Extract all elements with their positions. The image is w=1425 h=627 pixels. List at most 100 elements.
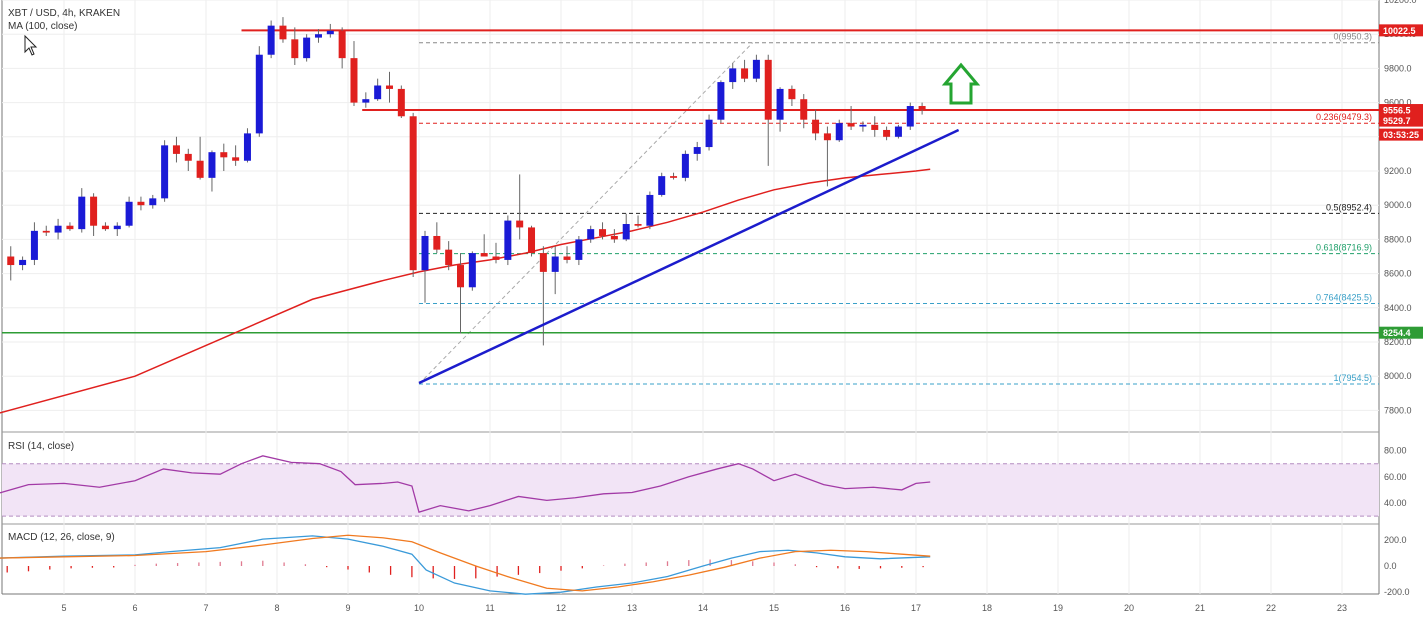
y-tick-label: 9800.0 (1384, 63, 1412, 73)
candle-body (220, 152, 228, 158)
x-tick-label: 7 (203, 603, 208, 613)
candle-body (906, 106, 914, 127)
candle-body (528, 227, 536, 254)
macd-tick-label: 200.0 (1384, 535, 1407, 545)
candle-body (717, 82, 725, 120)
x-tick-label: 20 (1124, 603, 1134, 613)
last-price-tag-bg (1379, 114, 1423, 127)
candle-body (421, 235, 429, 271)
y-tick-label: 8400.0 (1384, 303, 1412, 313)
candle-body (646, 194, 654, 226)
resistance-price-tag: 9556.5 (1383, 106, 1411, 116)
candle-body (504, 220, 512, 260)
fib-label: 1(7954.5) (1333, 373, 1372, 383)
candle-body (835, 123, 843, 141)
candle-body (610, 235, 618, 240)
x-tick-label: 16 (840, 603, 850, 613)
candle-body (267, 25, 275, 55)
x-tick-label: 13 (627, 603, 637, 613)
cursor-icon (24, 34, 38, 56)
candle-timer-tag-bg (1379, 128, 1423, 141)
macd-legend: MACD (12, 26, close, 9) (8, 532, 115, 543)
candle-body (243, 133, 251, 161)
candle-body (492, 256, 500, 260)
candle-body (516, 220, 524, 228)
x-tick-label: 17 (911, 603, 921, 613)
x-tick-label: 5 (61, 603, 66, 613)
candle-body (7, 256, 15, 266)
rsi-tick-label: 80.00 (1384, 446, 1407, 456)
symbol-title: XBT / USD, 4h, KRAKEN (8, 8, 120, 19)
x-tick-label: 22 (1266, 603, 1276, 613)
candle-body (812, 119, 820, 134)
candle-body (433, 235, 441, 250)
resistance-price-tag-bg (1379, 24, 1423, 37)
candle-body (764, 59, 772, 120)
candle-body (30, 230, 38, 260)
rsi-indicator (0, 455, 1379, 517)
y-tick-label: 7800.0 (1384, 405, 1412, 415)
trendline[interactable] (418, 128, 960, 385)
candle-body (551, 256, 559, 272)
candle-body (622, 224, 630, 240)
x-tick-label: 10 (414, 603, 424, 613)
y-tick-label: 8200.0 (1384, 337, 1412, 347)
x-tick-label: 6 (132, 603, 137, 613)
fib-label: 0(9950.3) (1333, 32, 1372, 42)
rsi-tick-label: 60.00 (1384, 472, 1407, 482)
candle-body (101, 225, 109, 230)
candle-body (338, 30, 346, 59)
candle-body (776, 88, 784, 120)
y-tick-label: 10200.0 (1384, 0, 1417, 5)
candle-body (314, 34, 322, 38)
candle-body (54, 225, 62, 233)
x-tick-label: 11 (485, 603, 494, 613)
candle-body (658, 176, 666, 195)
candle-body (918, 106, 926, 110)
up-arrow-icon (941, 62, 981, 105)
candle-body (894, 126, 902, 137)
x-tick-label: 19 (1053, 603, 1063, 613)
candle-body (705, 119, 713, 148)
candle-body (729, 68, 737, 83)
candle-timer-tag: 03:53:25 (1383, 130, 1419, 140)
y-tick-label: 8600.0 (1384, 269, 1412, 279)
fib-label: 0.618(8716.9) (1316, 243, 1372, 253)
candle-body (468, 253, 476, 288)
candle-body (137, 201, 145, 206)
fib-label: 0.5(8952.4) (1326, 202, 1372, 212)
candle-body (232, 157, 240, 161)
y-tick-label: 9600.0 (1384, 98, 1412, 108)
macd-indicator (0, 534, 931, 595)
candle-body (599, 229, 607, 236)
resistance-price-tag: 10022.5 (1383, 26, 1416, 36)
fib-label: 0.764(8425.5) (1316, 292, 1372, 302)
fibonacci-retracement[interactable]: 0(9950.3) 0.236(9479.3) 0.5(8952.4) 0.618(8… (418, 32, 1379, 385)
candles (7, 17, 926, 346)
candle-body (871, 124, 879, 130)
candle-body (291, 39, 299, 59)
y-tick-label: 8800.0 (1384, 234, 1412, 244)
rsi-tick-label: 40.00 (1384, 498, 1407, 508)
candle-body (634, 224, 642, 226)
candle-body (90, 196, 98, 226)
candle-body (208, 152, 216, 178)
candle-body (161, 145, 169, 199)
candle-body (587, 229, 595, 240)
axes-labels: 5 6 7 8 9 10 11 12 13 14 15 16 17 18 19 20 21 22 23 10200.0… (61, 0, 1423, 613)
macd-tick-label: -200.0 (1384, 587, 1410, 597)
candle-body (539, 253, 547, 272)
candle-body (303, 37, 311, 59)
candle-body (575, 239, 583, 260)
x-tick-label: 12 (556, 603, 566, 613)
candle-body (19, 259, 27, 266)
y-tick-label: 9000.0 (1384, 200, 1412, 210)
horizontal-levels[interactable] (2, 29, 1379, 334)
candle-body (362, 99, 370, 103)
candle-body (196, 160, 204, 178)
candle-body (184, 153, 192, 161)
ma-line (0, 168, 931, 414)
candle-body (693, 147, 701, 154)
